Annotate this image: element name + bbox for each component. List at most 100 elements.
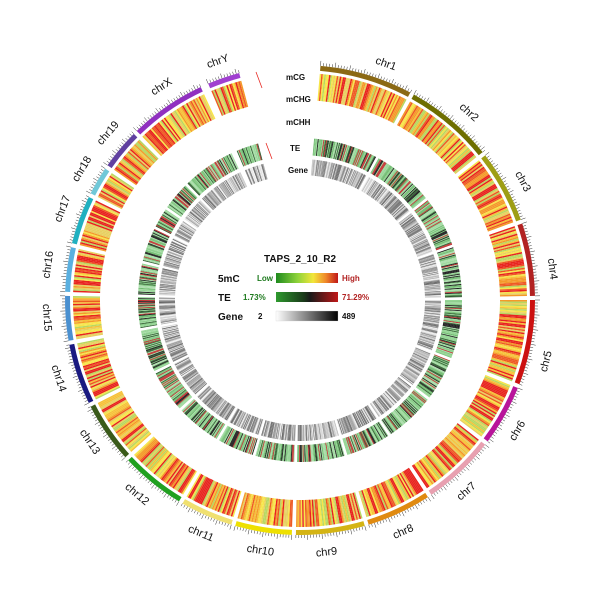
tick-chr9 xyxy=(339,531,341,535)
gene-bin-chr13 xyxy=(185,372,199,383)
tick-chr3 xyxy=(488,158,492,161)
mcg-bin-chry xyxy=(221,86,233,113)
mcg-bin-chr18 xyxy=(110,174,134,191)
te-bin-chr10 xyxy=(282,444,285,462)
gene-bin-chr4 xyxy=(423,280,440,284)
mcg-bin-chr2 xyxy=(437,135,458,156)
te-bin-chr2 xyxy=(409,194,424,207)
gene-bin-chr16 xyxy=(159,292,176,295)
mcg-bin-chr6 xyxy=(472,399,497,415)
mcg-bin-chr1 xyxy=(368,86,380,113)
mcg-bin-chr8 xyxy=(404,469,420,494)
tick-chr2 xyxy=(447,114,450,118)
gene-bin-chr3 xyxy=(412,238,428,246)
tick-chr19 xyxy=(125,137,128,141)
mcg-bin-chr8 xyxy=(398,473,413,498)
gene-bin-chr4 xyxy=(422,273,439,277)
mcg-bin-chr2 xyxy=(428,125,447,148)
te-bin-chr4 xyxy=(441,263,459,269)
gene-bin-chr13 xyxy=(193,382,207,394)
te-bin-chr1 xyxy=(315,138,319,156)
tick-chr17 xyxy=(69,239,73,241)
tick-chr19 xyxy=(106,160,110,164)
mcg-bin-chr5 xyxy=(491,357,518,367)
te-bin-chr19 xyxy=(178,192,192,205)
te-bin-chr19 xyxy=(167,205,183,217)
gene-bin-chr17 xyxy=(167,251,183,258)
gene-bin-chr9 xyxy=(328,421,334,438)
gene-bin-chr2 xyxy=(379,191,391,205)
tick-chr2 xyxy=(416,93,419,97)
gene-bin-chry xyxy=(250,167,257,184)
mcg-bin-chr11 xyxy=(220,487,232,514)
gene-bin-chr2 xyxy=(384,195,396,209)
gene-bin-chr10 xyxy=(285,424,288,441)
te-bin-chr3 xyxy=(418,207,434,218)
gene-bin-chr1 xyxy=(348,169,356,185)
tick-chr18 xyxy=(93,181,97,184)
te-bin-chr12 xyxy=(193,408,205,423)
gene-bin-chr6 xyxy=(403,369,418,379)
chr-label-chr8: chr8 xyxy=(391,522,415,542)
gene-bin-chr2 xyxy=(371,184,382,199)
te-bin-chr13 xyxy=(174,391,189,404)
gene-bin-chr6 xyxy=(408,361,423,371)
te-bin-chr4 xyxy=(444,287,462,290)
mcg-bin-chr5 xyxy=(491,355,518,366)
mcg-bin-chr5 xyxy=(490,359,517,370)
mcg-bin-chr5 xyxy=(497,333,524,340)
te-bin-chr7 xyxy=(401,403,414,416)
tick-chr13 xyxy=(90,411,94,414)
mcg-bin-chr1 xyxy=(328,75,334,103)
mcg-bin-chr12 xyxy=(164,460,182,484)
te-bin-chr6 xyxy=(431,361,447,370)
mcg-bin-chr12 xyxy=(137,439,158,460)
mcg-marker-line xyxy=(255,71,263,89)
tick-chr6 xyxy=(510,403,514,406)
te-bin-chr3 xyxy=(426,220,442,230)
gene-bin-chr17 xyxy=(164,261,180,267)
te-bin-chr2 xyxy=(374,161,385,177)
mcg-bin-chr5 xyxy=(495,339,523,347)
mcg-bin-chr1 xyxy=(325,74,331,102)
mcg-bin-chr7 xyxy=(428,452,448,474)
tick-chr14 xyxy=(84,402,89,406)
te-bin-chr11 xyxy=(221,426,231,443)
te-bin-chr8 xyxy=(353,434,361,451)
te-bin-chr13 xyxy=(162,376,178,386)
mcg-bin-chr4 xyxy=(497,267,525,273)
tick-chrx xyxy=(186,90,189,94)
te-bin-chr5 xyxy=(441,332,458,338)
mcg-bin-chr15 xyxy=(75,329,103,335)
mcg-bin-chr11 xyxy=(217,486,229,513)
te-bin-chrx xyxy=(224,156,234,172)
mcg-bin-chr18 xyxy=(97,195,123,210)
tick-chr1 xyxy=(404,85,408,90)
mcg-bin-chr7 xyxy=(455,424,478,443)
mcg-bin-chr10 xyxy=(263,497,270,525)
te-bin-chr15 xyxy=(139,322,157,327)
gene-bin-chr2 xyxy=(370,183,381,198)
mcg-bin-chr2 xyxy=(435,132,455,154)
mcg-bin-chr19 xyxy=(123,155,146,175)
te-bin-chr5 xyxy=(443,321,461,325)
tick-chr12 xyxy=(172,498,175,501)
mcg-bin-chr14 xyxy=(87,371,114,383)
mcg-bin-chr13 xyxy=(115,416,139,434)
gene-bin-chr7 xyxy=(378,397,389,411)
tick-chr18 xyxy=(100,169,104,172)
te-bin-chr15 xyxy=(139,321,157,325)
te-bin-chr3 xyxy=(430,229,447,238)
te-bin-chr12 xyxy=(213,422,224,438)
mcg-bin-chrx xyxy=(143,134,164,156)
te-bin-chry xyxy=(239,149,247,166)
te-bin-chr14 xyxy=(150,355,167,363)
mcg-bin-chr6 xyxy=(481,383,507,397)
mcg-bin-chr17 xyxy=(81,237,108,247)
mcg-bin-chr4 xyxy=(495,250,522,258)
gene-bin-chr15 xyxy=(159,297,176,299)
gene-bin-chr13 xyxy=(176,359,191,369)
gene-bin-chrx xyxy=(221,182,231,197)
gene-bin-chr3 xyxy=(415,246,431,254)
tick-chrx xyxy=(180,91,183,97)
